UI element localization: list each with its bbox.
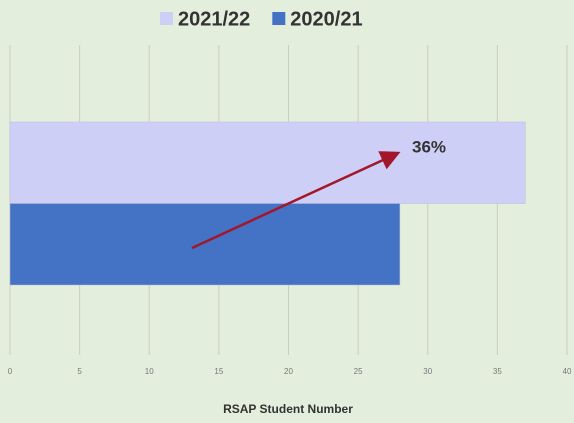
x-tick-label: 5 xyxy=(77,367,82,376)
legend-swatch xyxy=(272,12,286,25)
x-axis-title: RSAP Student Number xyxy=(223,402,353,416)
x-tick-label: 10 xyxy=(145,367,154,376)
legend-label: 2021/22 xyxy=(178,8,250,30)
x-tick-label: 30 xyxy=(423,367,432,376)
x-tick-label: 40 xyxy=(563,367,572,376)
x-tick-label: 35 xyxy=(493,367,502,376)
bar xyxy=(9,121,526,204)
annotation: 36% xyxy=(412,137,446,156)
x-tick-label: 15 xyxy=(214,367,223,376)
legend-swatch xyxy=(160,12,173,25)
legend-label: 2020/21 xyxy=(290,8,362,30)
bar xyxy=(9,203,401,286)
x-tick-label: 25 xyxy=(354,367,363,376)
arrow xyxy=(191,151,401,250)
x-tick-label: 0 xyxy=(8,367,13,376)
x-tick-label: 20 xyxy=(284,367,293,376)
